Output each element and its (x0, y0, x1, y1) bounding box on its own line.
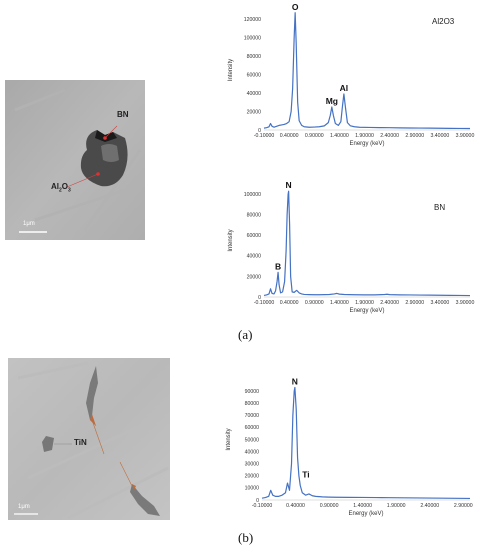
panel-label-a: (a) (238, 327, 253, 342)
sem-background (8, 358, 170, 520)
eds-spectrum-al2o3: 0 20000 40000 60000 80000 100000 120000 -0.1000… (222, 0, 480, 160)
x-tick-label: 3.90000 (456, 133, 475, 139)
y-axis-title: Intensity (228, 229, 234, 251)
x-tick-label: 1.40000 (330, 300, 349, 306)
x-axis-title: Energy (keV) (348, 511, 383, 517)
x-tick-label: 2.40000 (380, 133, 399, 139)
label-al2o3: Al2O3 (51, 182, 71, 194)
x-tick-label: 0.40000 (286, 503, 305, 509)
peak-label-mg: Mg (326, 96, 338, 106)
tin-inclusion-1 (86, 366, 98, 426)
x-tick-label: 0.90000 (305, 133, 324, 139)
x-tick-label: 2.90000 (405, 133, 424, 139)
x-tick-label: 0.40000 (280, 133, 299, 139)
y-tick-label: 50000 (245, 437, 260, 443)
tin-inclusion-3 (130, 484, 160, 516)
x-tick-label: 3.90000 (456, 300, 475, 306)
x-tick-label: 3.40000 (430, 300, 449, 306)
scale-label: 1μm (18, 504, 30, 510)
y-tick-label: 60000 (247, 233, 262, 239)
peak-label-al: Al (340, 83, 349, 93)
x-tick-label: 1.90000 (355, 300, 374, 306)
bn-region (95, 130, 117, 142)
y-tick-label: 20000 (245, 474, 260, 480)
y-tick-label: 100000 (244, 192, 261, 198)
y-tick-label: 0 (258, 128, 261, 134)
sem-micrograph-b: TiN 1μm (8, 358, 170, 520)
y-tick-label: 80000 (247, 213, 262, 219)
y-tick-label: 40000 (245, 449, 260, 455)
x-tick-label: 1.40000 (330, 133, 349, 139)
x-tick-label: 3.40000 (430, 133, 449, 139)
y-tick-label: 70000 (245, 413, 260, 419)
eds-spectrum-bn: 0 20000 40000 60000 80000 100000 -0.10000 0.400… (222, 170, 480, 325)
panel-label-b: (b) (238, 530, 254, 545)
al2o3-marker (96, 172, 100, 176)
y-tick-label: 20000 (247, 109, 262, 115)
y-tick-label: 40000 (247, 91, 262, 97)
y-tick-label: 0 (258, 295, 261, 301)
peak-label-o: O (292, 2, 299, 12)
y-tick-label: 80000 (247, 54, 262, 60)
y-tick-label: 30000 (245, 462, 260, 468)
peak-label-ti: Ti (302, 469, 309, 479)
x-axis-title: Energy (keV) (349, 141, 384, 147)
x-tick-label: 0.90000 (320, 503, 339, 509)
x-tick-label: 2.40000 (380, 300, 399, 306)
x-tick-label: -0.10000 (254, 133, 275, 139)
x-tick-label: 2.90000 (454, 503, 473, 509)
y-tick-label: 60000 (245, 425, 260, 431)
x-tick-label: 1.90000 (355, 133, 374, 139)
x-tick-label: 0.40000 (280, 300, 299, 306)
y-tick-label: 40000 (247, 254, 262, 260)
y-tick-label: 60000 (247, 72, 262, 78)
y-axis-title: Intensity (226, 428, 232, 450)
sem-micrograph-a: BN Al2O3 1μm (5, 80, 145, 240)
peak-label-n: N (286, 180, 292, 190)
spectrum-line (263, 12, 471, 130)
chart-title: BN (434, 203, 445, 212)
y-tick-label: 20000 (247, 274, 262, 280)
x-tick-label: 2.90000 (405, 300, 424, 306)
bn-marker (103, 136, 107, 140)
peak-label-n: N (292, 376, 298, 386)
y-tick-label: 90000 (245, 389, 260, 395)
eds-spectrum-tin: 0 10000 20000 30000 40000 50000 60000 70000 8000… (222, 355, 480, 525)
x-tick-label: 1.90000 (387, 503, 406, 509)
tin-inclusion-2 (42, 436, 54, 452)
scale-label: 1μm (23, 221, 35, 227)
x-axis-title: Energy (keV) (349, 308, 384, 314)
y-tick-label: 120000 (244, 17, 261, 23)
y-tick-label: 80000 (245, 401, 260, 407)
y-tick-label: 0 (256, 498, 259, 504)
x-tick-label: 1.40000 (353, 503, 372, 509)
y-tick-label: 100000 (244, 35, 261, 41)
spectrum-line (263, 190, 471, 297)
chart-title: Al2O3 (432, 17, 455, 26)
x-tick-label: 0.90000 (305, 300, 324, 306)
x-tick-label: 2.40000 (420, 503, 439, 509)
label-bn: BN (117, 110, 129, 119)
y-tick-label: 10000 (245, 486, 260, 492)
y-axis-title: Intensity (228, 59, 234, 81)
peak-label-b: B (275, 261, 281, 271)
spectrum-line (261, 386, 471, 500)
x-tick-label: -0.10000 (252, 503, 273, 509)
x-tick-label: -0.10000 (254, 300, 275, 306)
label-tin: TiN (74, 438, 87, 447)
